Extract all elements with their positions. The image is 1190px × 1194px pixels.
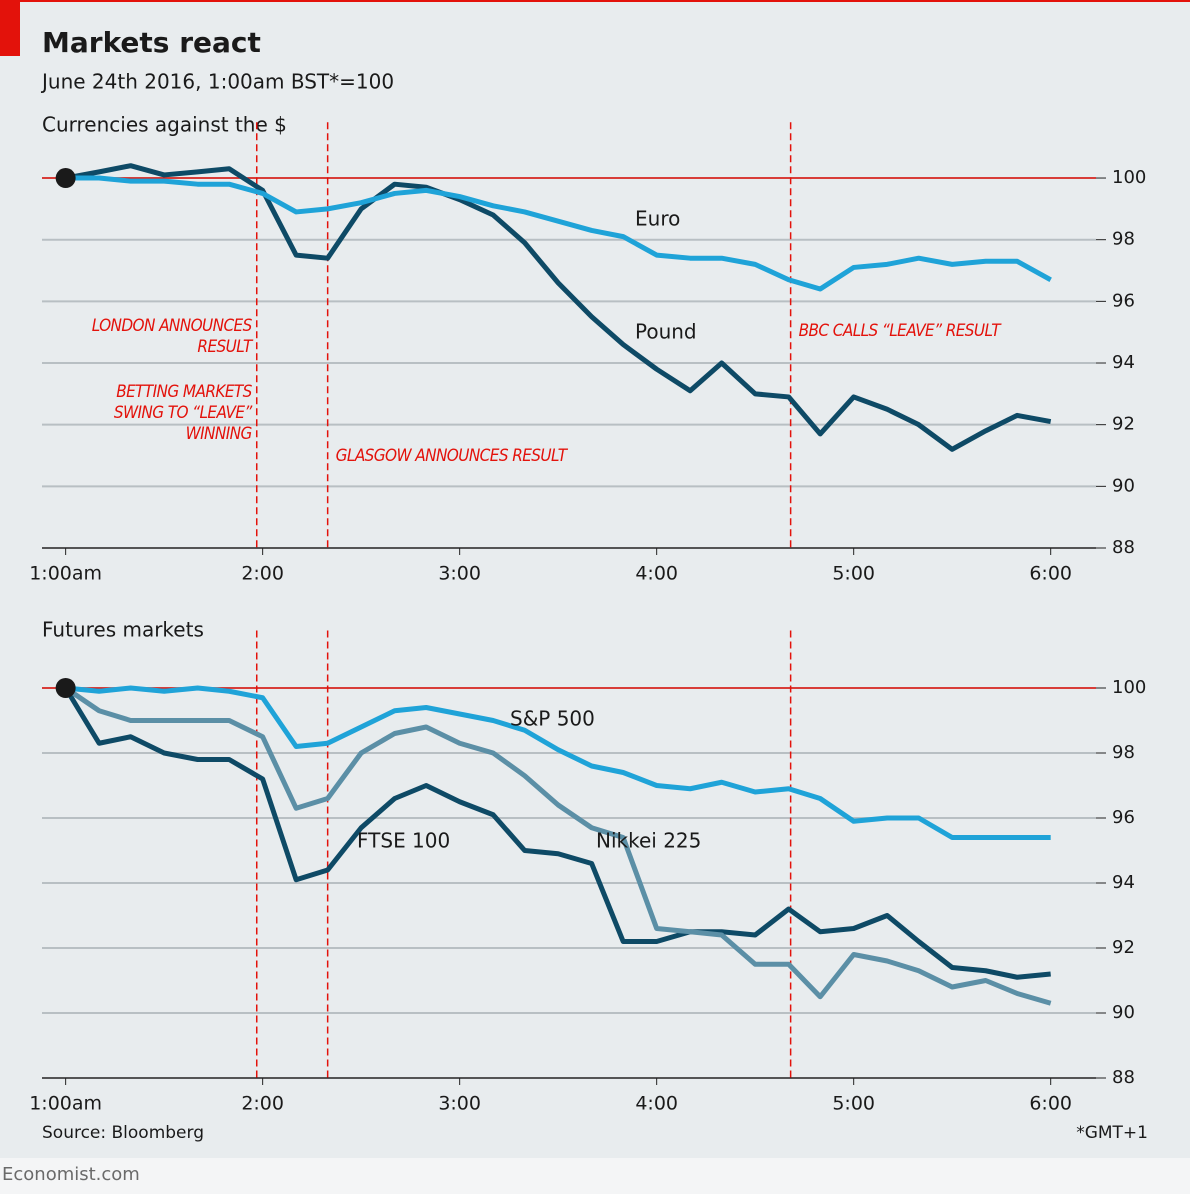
y-tick-label: 98 (1112, 742, 1135, 763)
brand: Economist.com (2, 1164, 140, 1185)
series-label: FTSE 100 (357, 829, 450, 853)
x-tick-label: 2:00 (241, 563, 284, 585)
x-tick-label: 2:00 (241, 1093, 284, 1115)
y-tick-label: 92 (1112, 937, 1135, 958)
y-tick-label: 94 (1112, 352, 1135, 373)
event-annotation: BBC CALLS “LEAVE” RESULT (798, 321, 1001, 341)
y-tick-label: 100 (1112, 677, 1146, 698)
y-tick-label: 88 (1112, 1067, 1135, 1088)
x-tick-label: 4:00 (635, 563, 678, 585)
series-label: Pound (635, 320, 697, 344)
subtitle: June 24th 2016, 1:00am BST*=100 (40, 70, 394, 94)
footnote: *GMT+1 (1076, 1123, 1148, 1143)
series-line (63, 686, 1051, 980)
red-tag (0, 0, 20, 56)
x-tick-label: 6:00 (1029, 563, 1072, 585)
x-tick-label: 6:00 (1029, 1093, 1072, 1115)
title: Markets react (42, 26, 261, 59)
panel-title: Futures markets (42, 618, 204, 642)
series-line (65, 163, 1052, 452)
y-tick-label: 98 (1112, 229, 1135, 250)
y-tick-label: 90 (1112, 1002, 1135, 1023)
y-tick-label: 92 (1112, 414, 1135, 435)
series-line (65, 175, 1052, 292)
source: Source: Bloomberg (42, 1123, 204, 1143)
series-line (65, 685, 1051, 840)
x-tick-label: 5:00 (832, 1093, 875, 1115)
x-tick-label: 3:00 (438, 1093, 481, 1115)
event-annotation: BETTING MARKETS SWING TO “LEAVE” WINNING (113, 382, 252, 444)
y-tick-label: 88 (1112, 537, 1135, 558)
top-rule (0, 0, 1190, 2)
footer-strip (0, 1158, 1190, 1194)
event-annotation: GLASGOW ANNOUNCES RESULT (335, 446, 567, 466)
start-dot (55, 678, 76, 698)
series-line (64, 685, 1052, 1006)
series-label: Nikkei 225 (596, 829, 701, 853)
panel-title: Currencies against the $ (42, 113, 287, 137)
event-annotation: LONDON ANNOUNCES RESULT (91, 316, 253, 357)
start-dot (55, 168, 76, 189)
y-tick-label: 96 (1112, 807, 1135, 828)
y-tick-label: 100 (1112, 167, 1146, 188)
x-tick-label: 1:00am (29, 563, 102, 585)
series-label: Euro (635, 207, 680, 231)
y-tick-label: 96 (1112, 290, 1135, 311)
x-tick-label: 4:00 (635, 1093, 678, 1115)
x-tick-label: 3:00 (438, 563, 481, 585)
series-label: S&P 500 (510, 707, 595, 731)
y-tick-label: 90 (1112, 475, 1135, 496)
x-tick-label: 5:00 (832, 563, 875, 585)
x-tick-label: 1:00am (29, 1093, 102, 1115)
y-tick-label: 94 (1112, 872, 1135, 893)
